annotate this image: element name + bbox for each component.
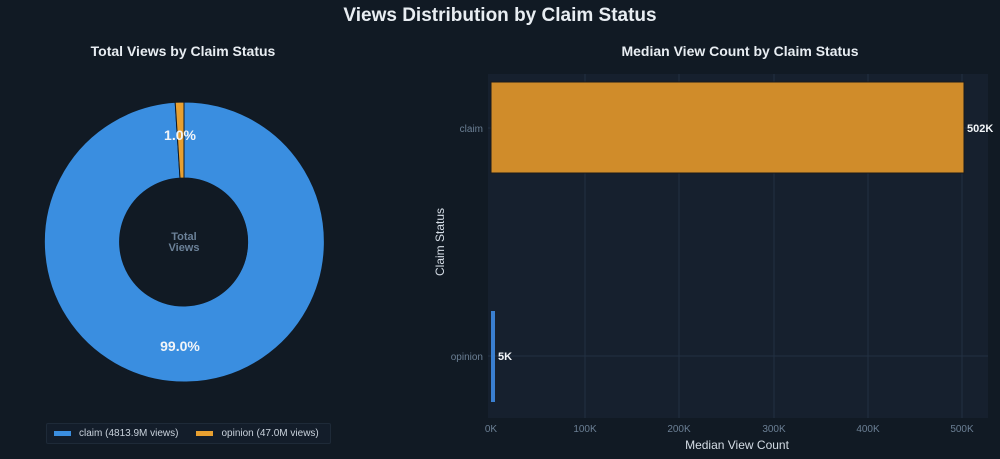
bar-chart: 502K 5K claim opinion 0K 100K 200K 300K … xyxy=(433,74,993,452)
x-tick: 300K xyxy=(762,424,786,435)
legend-swatch-opinion xyxy=(196,431,214,436)
legend-swatch-claim xyxy=(54,431,71,436)
pie-chart-title: Total Views by Claim Status xyxy=(90,43,276,59)
x-tick: 0K xyxy=(485,424,498,435)
bar-chart-title: Median View Count by Claim Status xyxy=(621,43,859,59)
donut-chart: 1.0% 99.0% Total Views xyxy=(43,101,325,383)
donut-hole xyxy=(120,178,248,306)
pie-pct-opinion: 1.0% xyxy=(164,127,196,143)
x-tick: 500K xyxy=(950,424,974,435)
figure-title: Views Distribution by Claim Status xyxy=(343,5,657,26)
x-tick: 200K xyxy=(667,424,691,435)
legend-item-claim[interactable]: claim (4813.9M views) xyxy=(79,428,179,439)
donut-center-label-line2: Views xyxy=(169,242,200,254)
pie-slice-opinion[interactable] xyxy=(174,101,185,179)
bar-opinion[interactable] xyxy=(491,311,495,402)
y-axis-label: Claim Status xyxy=(433,208,447,276)
x-ticks: 0K 100K 200K 300K 400K 500K xyxy=(485,424,974,435)
bar-claim[interactable] xyxy=(490,81,965,174)
donut-center-label-line1: Total xyxy=(171,231,196,243)
bar-label-claim: 502K xyxy=(967,123,993,135)
y-tick-opinion: opinion xyxy=(451,352,483,363)
x-axis-label: Median View Count xyxy=(685,438,790,452)
x-tick: 400K xyxy=(856,424,880,435)
pie-legend: claim (4813.9M views) opinion (47.0M vie… xyxy=(46,423,331,444)
y-tick-claim: claim xyxy=(460,124,483,135)
pie-pct-claim: 99.0% xyxy=(160,338,200,354)
legend-item-opinion[interactable]: opinion (47.0M views) xyxy=(221,428,319,439)
x-tick: 100K xyxy=(573,424,597,435)
pie-slice-claim[interactable] xyxy=(43,101,325,383)
bar-label-opinion: 5K xyxy=(498,351,512,363)
